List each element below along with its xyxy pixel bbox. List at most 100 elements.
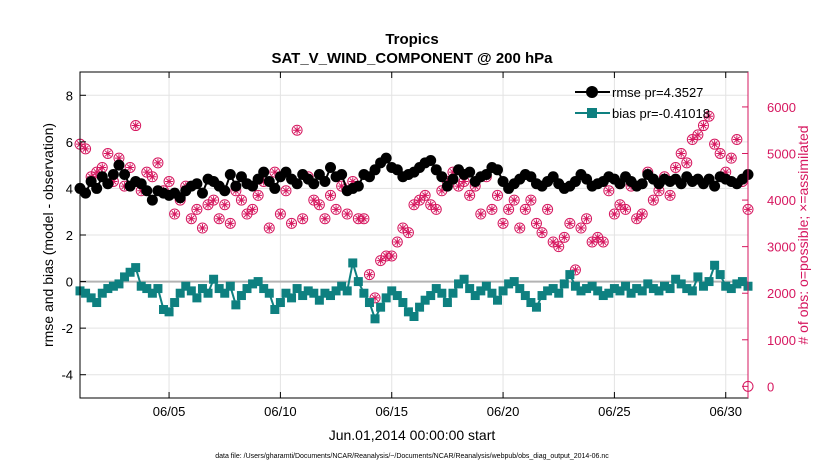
bias-point [660, 281, 669, 291]
y-axis-right: 0 1000 2000 3000 4000 5000 6000 [742, 72, 796, 398]
bias-point [520, 291, 530, 301]
obs-assimilated-marker [137, 186, 146, 195]
obs-possible-marker [369, 292, 381, 304]
y-axis-label: rmse and bias (model - observation) [40, 123, 56, 347]
obs-assimilated-marker [109, 177, 118, 186]
obs-possible-marker [247, 203, 259, 215]
obs-assimilated-marker [521, 205, 530, 214]
obs-possible-marker [235, 194, 247, 206]
obs-possible-marker [319, 213, 331, 225]
bias-point [420, 295, 430, 305]
bias-point [81, 288, 91, 298]
obs-assimilated-marker [432, 205, 441, 214]
obs-count-point [191, 203, 203, 215]
obs-possible-marker [163, 175, 175, 187]
bias-point [309, 288, 319, 298]
footnote: data file: /Users/gharamti/Documents/NCA… [215, 453, 609, 460]
obs-count-point [709, 138, 721, 150]
y2-tick-label: 0 [767, 379, 774, 394]
obs-possible-marker [146, 171, 158, 183]
obs-count-point [247, 203, 259, 215]
obs-assimilated-marker [98, 163, 107, 172]
bias-point [242, 284, 252, 294]
bias-point [609, 284, 619, 294]
bias-point [214, 284, 224, 294]
obs-count-point [575, 222, 587, 234]
obs-possible-marker [169, 208, 181, 220]
obs-assimilated-marker [248, 205, 257, 214]
bias-point [131, 263, 141, 273]
obs-count-point [503, 203, 515, 215]
obs-count-point [597, 236, 609, 248]
obs-assimilated-marker [354, 214, 363, 223]
obs-possible-marker [492, 189, 503, 201]
obs-count-point [670, 161, 682, 173]
obs-assimilated-marker [198, 224, 207, 233]
obs-assimilated-marker [398, 224, 407, 233]
bias-point [303, 286, 313, 296]
obs-count-point [564, 217, 576, 229]
obs-assimilated-marker [532, 219, 541, 228]
bias-point [342, 286, 352, 296]
bias-point [275, 298, 285, 308]
obs-count-point [286, 217, 298, 229]
obs-possible-marker [330, 203, 342, 215]
bias-point [348, 258, 358, 268]
obs-possible-marker [291, 124, 303, 136]
obs-assimilated-marker [243, 210, 251, 219]
obs-assimilated-marker [281, 186, 290, 195]
obs-possible-marker [124, 161, 136, 173]
bias-point [331, 286, 341, 296]
obs-assimilated-marker [114, 154, 123, 163]
obs-assimilated-marker [382, 251, 391, 260]
rmse-point [191, 178, 203, 190]
bias-point [359, 288, 369, 298]
obs-assimilated-marker [688, 135, 697, 144]
obs-assimilated-marker [460, 177, 469, 186]
obs-possible-marker [508, 194, 520, 206]
bias-point [648, 284, 658, 294]
y-tick-label: 4 [66, 181, 73, 196]
obs-count-point [80, 143, 92, 155]
obs-count-point [664, 189, 676, 201]
obs-count-point [542, 203, 554, 215]
bias-point [732, 279, 742, 289]
bias-point [643, 279, 653, 289]
obs-assimilated-marker [448, 168, 457, 177]
obs-assimilated-marker [705, 112, 714, 121]
obs-count-point [386, 250, 398, 262]
bias-point [448, 288, 458, 298]
bias-point [392, 291, 402, 301]
obs-possible-marker [703, 110, 715, 122]
obs-count-point [569, 264, 581, 276]
obs-count-point [369, 292, 381, 304]
obs-assimilated-marker [638, 210, 647, 219]
bias-point [554, 288, 564, 298]
legend: rmse pr=4.3527 bias pr=-0.41018 [575, 85, 710, 121]
obs-possible-marker [185, 213, 197, 225]
obs-count-point [263, 222, 275, 234]
rmse-point [336, 168, 348, 180]
obs-possible-marker [525, 194, 537, 206]
obs-assimilated-marker [226, 219, 235, 228]
y2-tick-label: 3000 [767, 240, 796, 255]
obs-count-point [714, 148, 726, 159]
obs-count-point [430, 203, 442, 215]
obs-count-point [341, 208, 353, 220]
obs-assimilated-marker [476, 210, 485, 219]
bias-point [626, 288, 636, 298]
bias-point [721, 281, 731, 291]
bias-point [481, 281, 491, 291]
obs-assimilated-marker [610, 210, 619, 219]
bias-point [264, 288, 274, 298]
obs-possible-marker [497, 217, 509, 229]
rmse-point [325, 161, 336, 173]
obs-assimilated-marker [654, 186, 663, 195]
obs-assimilated-marker [187, 214, 196, 223]
obs-assimilated-marker [259, 177, 268, 186]
obs-assimilated-marker [565, 219, 574, 228]
bias-point [231, 300, 241, 310]
obs-assimilated-marker [554, 242, 563, 251]
bias-point [587, 281, 597, 291]
obs-assimilated-marker [170, 210, 179, 219]
